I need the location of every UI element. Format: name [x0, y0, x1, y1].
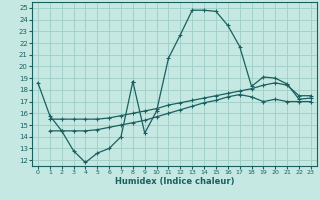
X-axis label: Humidex (Indice chaleur): Humidex (Indice chaleur)	[115, 177, 234, 186]
